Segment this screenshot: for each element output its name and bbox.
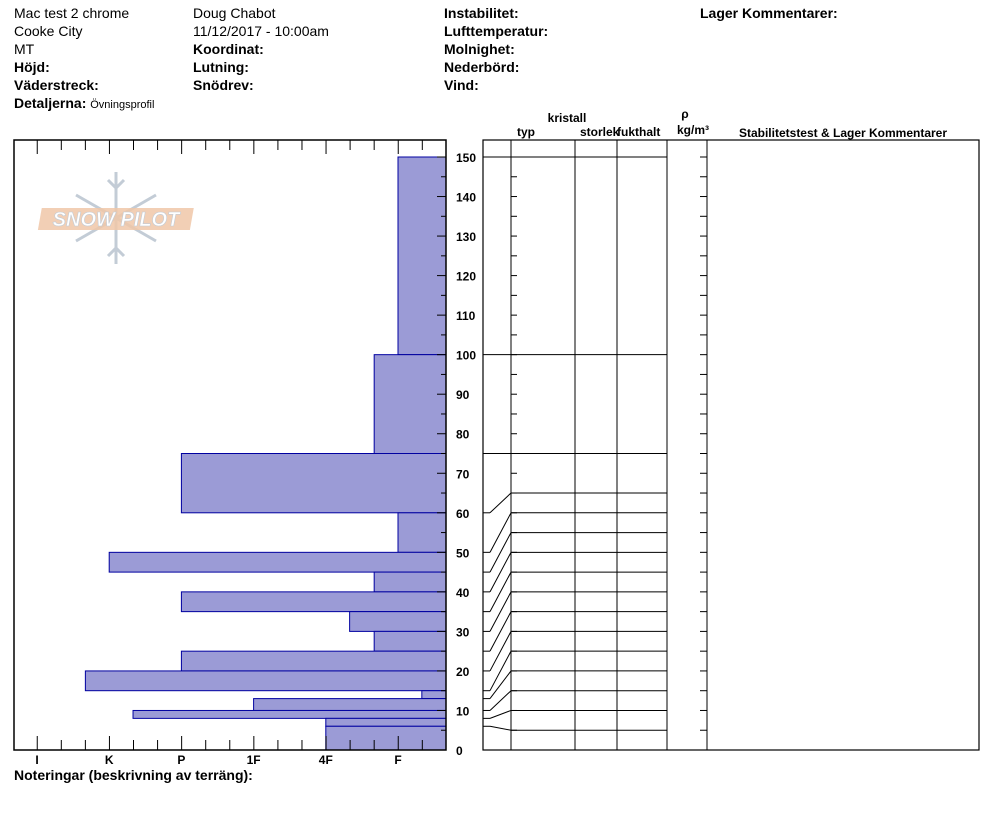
layer-comments-label: Lager Kommentarer: xyxy=(700,5,838,21)
layer-connector xyxy=(489,512,512,553)
hardness-bar xyxy=(325,717,447,727)
depth-tick-label: 10 xyxy=(456,704,470,718)
size-header: storlek xyxy=(580,125,620,139)
hardness-tick-label: 1F xyxy=(247,753,261,767)
hardness-bar xyxy=(108,551,447,573)
layer-connector xyxy=(489,571,512,612)
moisture-header: fukthalt xyxy=(617,125,660,139)
depth-tick-label: 50 xyxy=(456,546,470,560)
state: MT xyxy=(14,41,35,57)
layer-connector xyxy=(489,709,512,719)
slope-label: Lutning: xyxy=(193,59,249,75)
hardness-tick-label: P xyxy=(177,753,185,767)
depth-tick-label: 20 xyxy=(456,665,470,679)
depth-tick-label: 60 xyxy=(456,507,470,521)
rho-header: ρ xyxy=(681,107,688,121)
density-unit-header: kg/m³ xyxy=(677,123,709,137)
depth-tick-label: 120 xyxy=(456,270,476,284)
hardness-tick-label: K xyxy=(105,753,114,767)
hardness-bar xyxy=(373,571,447,593)
location: Cooke City xyxy=(14,23,83,39)
coordinate-label: Koordinat: xyxy=(193,41,264,57)
details-label: Detaljerna: xyxy=(14,95,87,111)
hardness-tick-label: I xyxy=(35,753,38,767)
wind-label: Vind: xyxy=(444,77,479,93)
depth-tick-label: 40 xyxy=(456,586,470,600)
hardness-tick-label: 4F xyxy=(319,753,333,767)
hardness-bar xyxy=(253,698,447,711)
layer-connector xyxy=(489,670,512,699)
hardness-bar xyxy=(397,512,447,553)
aspect-label: Väderstreck: xyxy=(14,77,99,93)
elevation-label: Höjd: xyxy=(14,59,50,75)
hardness-bar xyxy=(373,354,447,454)
datetime: 11/12/2017 - 10:00am xyxy=(193,23,329,39)
hardness-bar xyxy=(397,156,447,356)
depth-tick-label: 150 xyxy=(456,151,476,165)
sky-label: Molnighet: xyxy=(444,41,515,57)
layer-connector xyxy=(489,532,512,573)
snowpilot-logo: SNOW PILOT xyxy=(37,172,194,264)
hardness-tick-label: F xyxy=(394,753,401,767)
logo-text: SNOW PILOT xyxy=(53,209,181,231)
layer-connector xyxy=(489,631,512,672)
hardness-bar xyxy=(84,670,447,692)
depth-tick-label: 90 xyxy=(456,388,470,402)
depth-tick-label: 80 xyxy=(456,428,470,442)
hardness-bar xyxy=(421,690,447,700)
hardness-bar xyxy=(180,453,447,514)
instability-label: Instabilitet: xyxy=(444,5,519,21)
hardness-bar xyxy=(180,650,447,672)
layer-connector xyxy=(489,591,512,632)
layer-connector xyxy=(489,492,512,514)
details-row: Detaljerna: Övningsprofil xyxy=(14,94,154,114)
type-header: typ xyxy=(517,125,535,139)
layer-connector xyxy=(489,690,512,711)
notes-label: Noteringar (beskrivning av terräng): xyxy=(14,767,253,783)
hardness-bar xyxy=(132,709,447,719)
crystal-header: kristall xyxy=(548,111,587,125)
layer-connector xyxy=(489,650,512,691)
layer-table-frame xyxy=(482,139,980,751)
depth-tick-label: 30 xyxy=(456,625,470,639)
details-value: Övningsprofil xyxy=(90,99,155,111)
precip-label: Nederbörd: xyxy=(444,59,520,75)
depth-tick-label: 140 xyxy=(456,191,476,205)
hardness-bar xyxy=(373,630,447,652)
depth-tick-label: 130 xyxy=(456,230,476,244)
hardness-bar xyxy=(349,611,447,632)
air-temp-label: Lufttemperatur: xyxy=(444,23,549,39)
depth-tick-label: 110 xyxy=(456,309,476,323)
depth-tick-label: 0 xyxy=(456,744,463,758)
hardness-bar xyxy=(325,725,447,751)
observer: Doug Chabot xyxy=(193,5,276,21)
pit-name: Mac test 2 chrome xyxy=(14,5,130,21)
depth-tick-label: 100 xyxy=(456,349,476,363)
layer-connector xyxy=(489,552,512,593)
stability-header: Stabilitetstest & Lager Kommentarer xyxy=(739,126,947,140)
layer-connector xyxy=(489,725,512,731)
layer-connector xyxy=(489,611,512,652)
wind-loading-label: Snödrev: xyxy=(193,77,254,93)
depth-tick-label: 70 xyxy=(456,467,470,481)
hardness-bar xyxy=(180,591,447,613)
